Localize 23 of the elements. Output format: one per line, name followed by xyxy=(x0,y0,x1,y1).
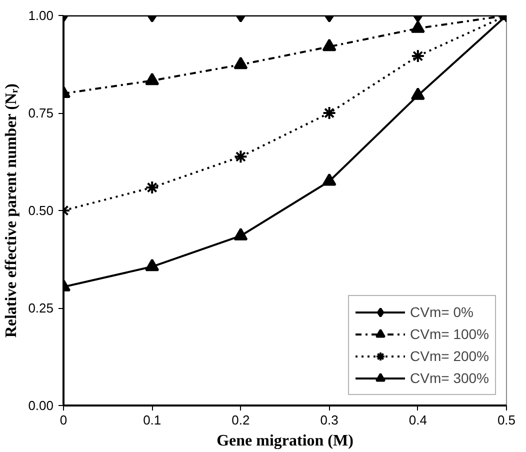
point xyxy=(145,180,160,194)
x-axis-title: Gene migration (M) xyxy=(216,432,354,450)
y-tick-label: 1.00 xyxy=(28,8,54,23)
y-tick-label: 0.75 xyxy=(28,106,54,120)
point xyxy=(322,106,336,120)
point xyxy=(234,150,248,164)
x-tick-label: 0.2 xyxy=(232,412,250,428)
y-tick-label: 0.50 xyxy=(28,203,54,218)
y-tick-label: 0.25 xyxy=(28,300,54,316)
y-tick-label: 0.00 xyxy=(28,398,54,413)
x-tick-label: 0.5 xyxy=(497,412,516,428)
legend-label: CVm= 0% xyxy=(410,304,474,320)
point xyxy=(322,173,336,186)
x-tick-label: 0.3 xyxy=(320,412,338,428)
legend-label: CVm= 300% xyxy=(410,370,489,386)
point xyxy=(145,258,160,272)
x-tick-label: 0.4 xyxy=(408,412,427,428)
x-tick-label: 0 xyxy=(60,412,68,428)
legend-label: CVm= 200% xyxy=(410,348,489,364)
x-tick-label: 0.1 xyxy=(143,412,162,428)
legend-label: CVm= 100% xyxy=(410,326,489,342)
y-axis-title: Relative effective parent number (Nᵣ) xyxy=(3,84,20,338)
point xyxy=(234,228,248,240)
